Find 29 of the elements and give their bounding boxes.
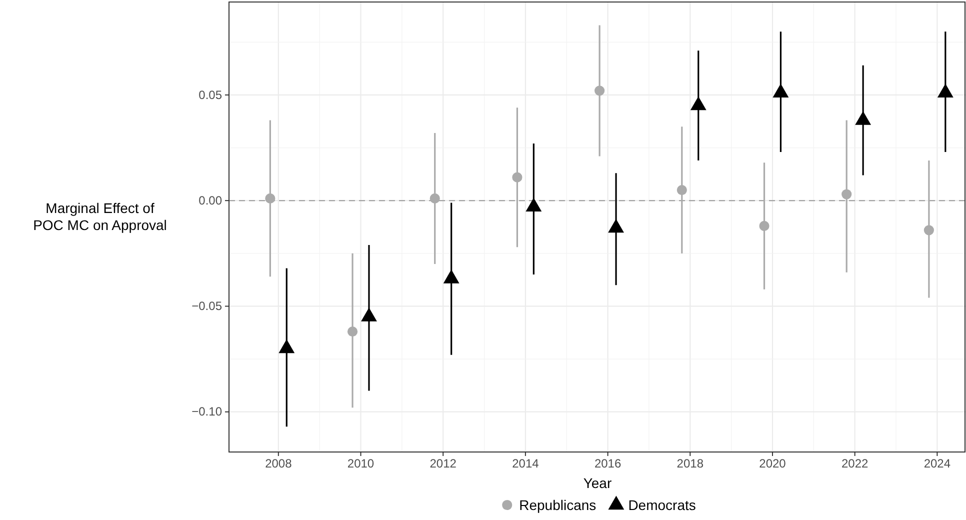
point	[690, 96, 706, 110]
x-tick-label: 2016	[594, 456, 622, 471]
x-tick-label: 2018	[676, 456, 704, 471]
y-tick-label: 0.00	[198, 193, 222, 208]
point	[347, 326, 358, 337]
point	[924, 225, 934, 236]
x-axis-title: Year	[583, 475, 612, 491]
x-tick-label: 2024	[924, 456, 951, 471]
point	[772, 84, 789, 98]
point	[512, 172, 522, 182]
point	[430, 193, 440, 204]
point	[265, 193, 276, 204]
x-tick-label: 2022	[841, 456, 868, 471]
x-tick-label: 2020	[759, 456, 786, 471]
legend-label: Republicans	[519, 497, 596, 513]
point	[842, 189, 852, 200]
y-tick-label: 0.05	[198, 88, 222, 102]
y-axis-title: Marginal Effect of POC MC on Approval	[33, 200, 167, 233]
y-tick-label: −0.05	[192, 299, 222, 314]
x-tick-label: 2012	[430, 456, 457, 471]
point	[855, 111, 872, 125]
point	[676, 184, 687, 196]
legend-label: Democrats	[628, 497, 696, 513]
x-tick-label: 2010	[347, 456, 374, 471]
y-tick-label: −0.10	[192, 404, 222, 419]
x-tick-label: 2014	[512, 456, 540, 471]
point	[937, 84, 954, 98]
point	[759, 220, 770, 231]
x-tick-label: 2008	[265, 456, 292, 471]
